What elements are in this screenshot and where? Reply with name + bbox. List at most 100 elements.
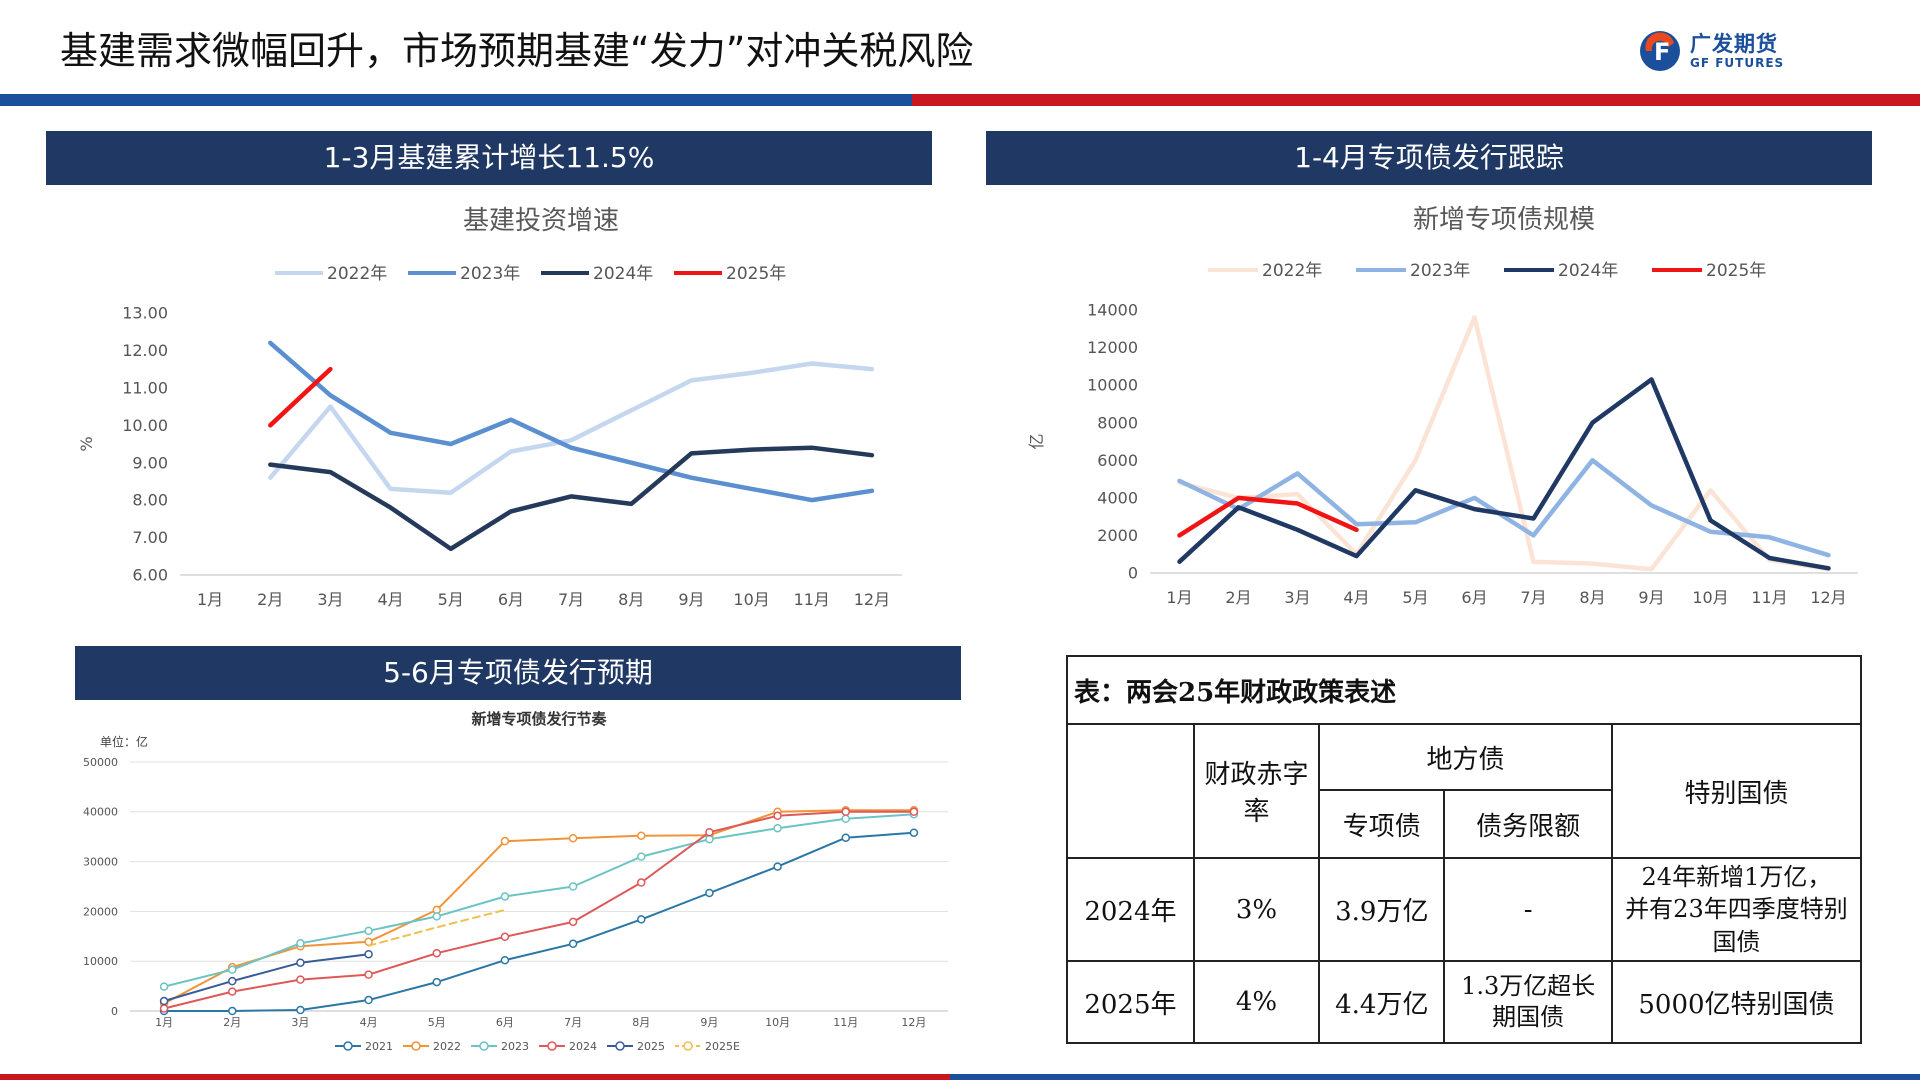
y-tick-label: 20000 (83, 905, 118, 918)
header-debt-limit: 债务限额 (1443, 789, 1613, 859)
series-line-2024年 (268, 445, 875, 552)
data-point-2024 (296, 975, 305, 984)
x-tick-label: 12月 (854, 590, 890, 609)
data-point-2023 (159, 982, 169, 991)
data-point-2024 (568, 917, 578, 927)
data-point-2021 (909, 828, 919, 837)
data-point-2021 (296, 1005, 305, 1015)
y-tick-label: 6.00 (132, 566, 168, 585)
legend-label-2024年: 2024年 (593, 264, 653, 284)
panel-header-infrastructure: 1-3月基建累计增长11.5% (46, 131, 932, 185)
bottom-divider-red (0, 1074, 950, 1080)
data-point-2025 (364, 949, 373, 959)
row-2025-special-bond: 4.4万亿 (1318, 960, 1446, 1045)
chart-title: 新增专项债规模 (1413, 205, 1595, 235)
x-tick-label: 1月 (1166, 588, 1192, 607)
x-tick-label: 4月 (360, 1016, 378, 1029)
legend-label-2022: 2022 (433, 1040, 461, 1053)
x-tick-label: 3月 (291, 1016, 309, 1029)
policy-table: 表：两会25年财政政策表述 财政赤字率 地方债 特别国债 专项债 债务限额 20… (1066, 655, 1863, 1045)
data-point-2023 (228, 965, 237, 974)
data-point-2021 (841, 833, 850, 842)
legend-marker-2021 (343, 1041, 353, 1051)
series-line-2024年 (1177, 377, 1831, 571)
x-tick-label: 1月 (197, 590, 223, 609)
data-point-2024 (364, 970, 373, 979)
table-row: 2025年 4% 4.4万亿 1.3万亿超长期国债 5000亿特别国债 (1066, 960, 1863, 1045)
row-2024-debt-limit: - (1443, 856, 1613, 963)
legend-label-2024年: 2024年 (1558, 261, 1618, 281)
logo-text-cn: 广发期货 (1690, 32, 1778, 56)
top-divider-blue (0, 94, 912, 106)
row-2024-deficit: 3% (1192, 856, 1321, 963)
y-tick-label: 6000 (1097, 451, 1138, 470)
series-line-2021 (163, 831, 915, 1012)
x-tick-label: 11月 (833, 1016, 858, 1029)
logo-mark-letter: F (1654, 38, 1670, 66)
row-2025-special-treasury: 5000亿特别国债 (1610, 960, 1863, 1045)
legend-label-2024: 2024 (569, 1040, 597, 1053)
bottom-divider-blue (950, 1074, 1920, 1080)
series-line-2025年 (268, 366, 333, 428)
data-point-2025 (296, 958, 305, 967)
y-tick-label: 8.00 (132, 491, 168, 510)
y-tick-label: 0 (1128, 564, 1138, 583)
y-tick-label: 12000 (1087, 338, 1138, 357)
y-tick-label: 50000 (83, 756, 118, 769)
table-row: 2024年 3% 3.9万亿 - 24年新增1万亿， 并有23年四季度特别国债 (1066, 856, 1863, 963)
x-tick-label: 6月 (496, 1016, 514, 1029)
legend-label-2022年: 2022年 (1262, 261, 1322, 281)
y-tick-label: 30000 (83, 855, 118, 868)
chart-title: 新增专项债发行节奏 (471, 710, 607, 728)
legend-label-2022年: 2022年 (327, 264, 387, 284)
data-point-2021 (432, 977, 441, 987)
series-line-2025年 (1177, 495, 1359, 538)
x-tick-label: 5月 (428, 1016, 446, 1029)
y-axis-label: % (77, 436, 96, 451)
series-line-2022年 (1177, 315, 1831, 572)
data-point-2023 (705, 834, 714, 844)
series-line-2022年 (268, 361, 875, 495)
legend-marker-2025E (683, 1041, 693, 1051)
data-point-2024 (500, 932, 510, 942)
x-tick-label: 9月 (700, 1016, 718, 1029)
x-tick-label: 7月 (1520, 588, 1546, 607)
chart-title: 基建投资增速 (463, 206, 619, 236)
header-local-debt: 地方债 (1318, 723, 1613, 791)
x-tick-label: 3月 (1284, 588, 1310, 607)
legend-label-2025E: 2025E (705, 1040, 740, 1053)
chart-infrastructure-growth: 基建投资增速 6.00 7.00 8.00 9.00 10.00 11.00 12.00 13.… (77, 206, 902, 609)
data-point-2021 (228, 1006, 237, 1016)
data-point-2025 (159, 996, 169, 1006)
data-point-2022 (568, 833, 578, 843)
legend-marker-2022 (411, 1041, 421, 1051)
y-tick-label: 10000 (1087, 376, 1138, 395)
x-tick-label: 8月 (1579, 588, 1605, 607)
series-line-2024 (163, 810, 915, 1010)
y-tick-label: 8000 (1097, 413, 1138, 432)
data-point-2021 (364, 995, 373, 1005)
chart-new-special-bonds: 新增专项债规模 0 2000 4000 6000 8000 10000 12000 14000 1… (1027, 205, 1858, 607)
panel-header-bond-forecast: 5-6月专项债发行预期 (75, 646, 961, 700)
data-point-2024 (432, 948, 441, 958)
x-tick-label: 1月 (155, 1016, 173, 1029)
series-line-2025 (163, 953, 370, 1002)
y-tick-label: 10.00 (122, 416, 168, 435)
y-tick-label: 0 (111, 1005, 118, 1018)
policy-table-caption: 表：两会25年财政政策表述 (1066, 655, 1862, 725)
data-point-2021 (568, 939, 578, 949)
x-tick-label: 8月 (632, 1016, 650, 1029)
row-2025-deficit: 4% (1192, 960, 1321, 1045)
data-point-2022 (637, 831, 646, 840)
data-point-2023 (637, 852, 646, 861)
x-tick-label: 10月 (733, 590, 769, 609)
x-tick-label: 10月 (1692, 588, 1728, 607)
x-tick-label: 3月 (317, 590, 343, 609)
data-point-2021 (500, 955, 510, 965)
x-tick-label: 5月 (1402, 588, 1428, 607)
legend-label-2021: 2021 (365, 1040, 393, 1053)
header-deficit: 财政赤字率 (1192, 723, 1321, 859)
y-tick-label: 10000 (83, 955, 118, 968)
data-point-2021 (705, 888, 714, 898)
row-2024-special-bond: 3.9万亿 (1318, 856, 1446, 963)
